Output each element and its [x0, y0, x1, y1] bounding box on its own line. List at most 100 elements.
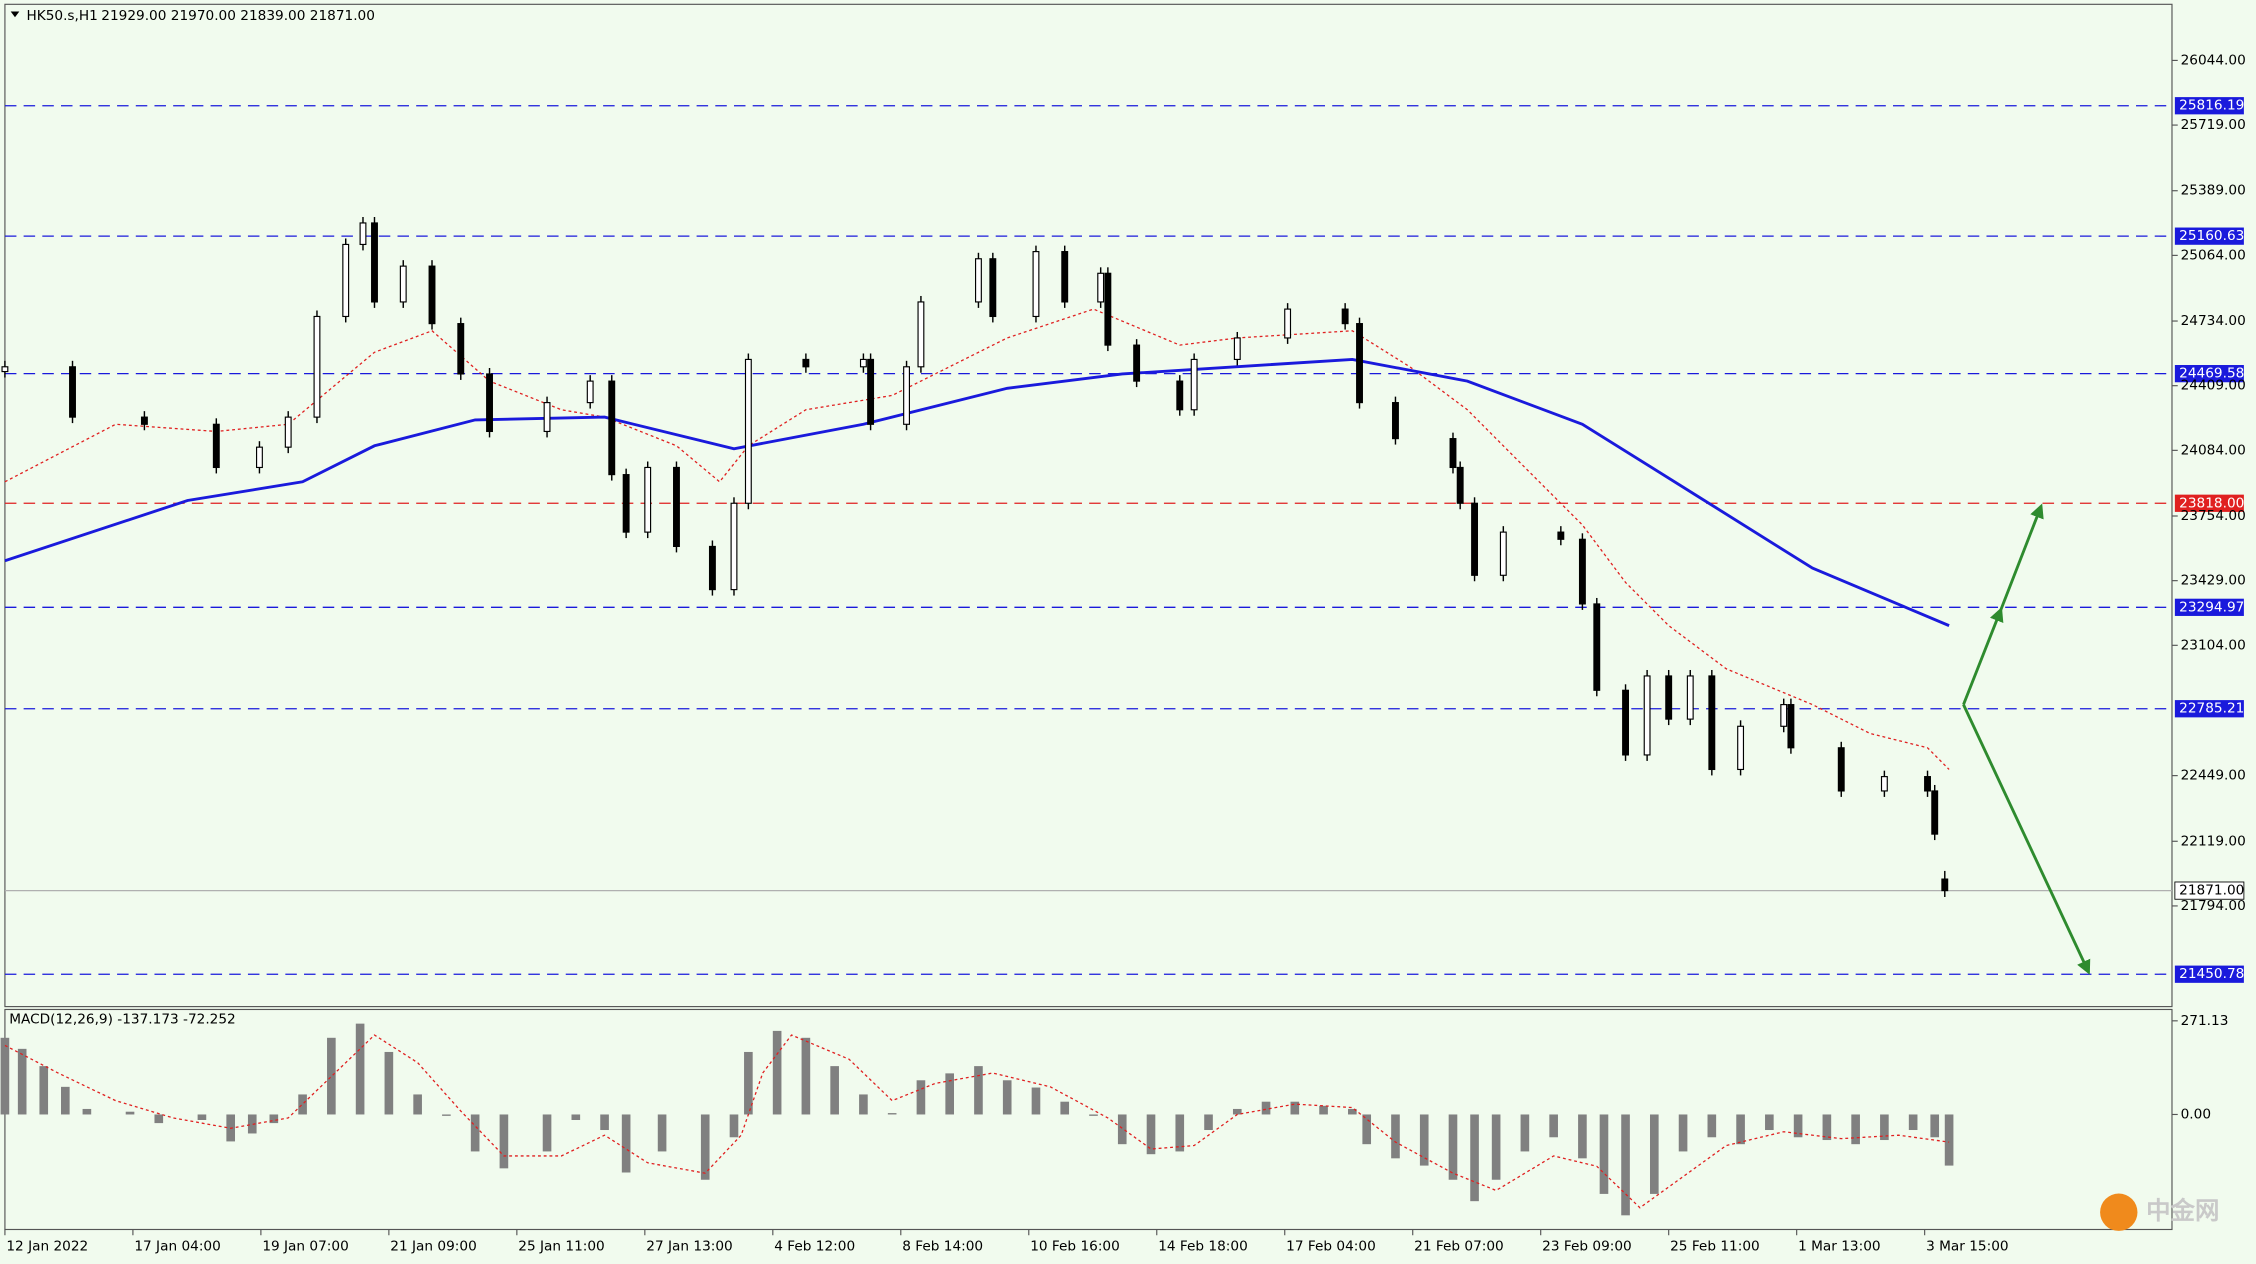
level-label: 25160.63: [2179, 228, 2244, 244]
candle-body: [69, 366, 76, 418]
candle-body: [1593, 603, 1601, 691]
macd-bar: [1089, 1114, 1098, 1116]
macd-bar: [1261, 1101, 1271, 1115]
candle-body: [255, 446, 263, 469]
macd-bar: [859, 1094, 868, 1115]
level-label: 21450.78: [2179, 966, 2244, 982]
x-tick-label: 1 Mar 13:00: [1798, 1239, 1881, 1255]
x-tick-label: 21 Jan 09:00: [390, 1239, 476, 1255]
watermark: 中金网: [2146, 1196, 2219, 1225]
macd-bar: [1908, 1114, 1918, 1131]
candle-body: [1284, 308, 1292, 339]
macd-bar: [1290, 1101, 1300, 1115]
macd-bar: [1549, 1114, 1558, 1138]
candle-body: [1341, 308, 1349, 325]
candle-body: [1643, 675, 1651, 756]
candle-body: [371, 222, 378, 303]
macd-panel: [4, 1008, 2173, 1231]
candle-body: [1924, 776, 1931, 792]
y-tick-label: 25389.00: [2181, 183, 2246, 199]
macd-bar: [1707, 1114, 1717, 1138]
macd-bar: [1419, 1114, 1429, 1166]
candle-body: [586, 380, 594, 404]
macd-bar: [657, 1114, 667, 1152]
y-tick-label: 25064.00: [2181, 247, 2246, 263]
macd-bar: [499, 1114, 509, 1169]
macd-bar: [355, 1023, 365, 1115]
macd-bar: [1880, 1114, 1889, 1141]
y-tick-label: 24409.00: [2181, 378, 2246, 394]
macd-bar: [1002, 1080, 1012, 1115]
candle-body: [1471, 502, 1479, 576]
macd-bar: [1578, 1114, 1587, 1159]
candle-body: [359, 222, 367, 246]
symbol: HK50.s,H1: [26, 8, 97, 24]
candle-body: [1931, 790, 1939, 835]
macd-bar: [1822, 1114, 1832, 1141]
macd-bar: [154, 1114, 164, 1124]
candle-body: [903, 366, 910, 425]
y-tick-label: 23754.00: [2181, 508, 2246, 524]
x-tick-label: 27 Jan 13:00: [646, 1239, 732, 1255]
level-label-box: [2174, 97, 2244, 115]
level-label-box: [2174, 700, 2244, 718]
candle-body: [428, 265, 436, 325]
macd-bar: [571, 1114, 581, 1120]
y-tick-label: 24734.00: [2181, 313, 2246, 329]
macd-bar: [1391, 1114, 1400, 1159]
macd-bar: [1117, 1114, 1127, 1145]
macd-bar: [1678, 1114, 1688, 1152]
last-price-box: [2174, 881, 2245, 900]
y-tick-label: 23104.00: [2181, 637, 2246, 653]
macd-bar: [974, 1066, 983, 1115]
macd-bar: [1765, 1114, 1774, 1131]
macd-bar: [1736, 1114, 1745, 1145]
candle-body: [212, 423, 220, 469]
candle-body: [744, 358, 752, 504]
candle-body: [1665, 675, 1673, 720]
macd-bar: [384, 1051, 394, 1115]
candle-body: [457, 323, 465, 375]
macd-bar: [801, 1037, 811, 1115]
macd-bar: [39, 1066, 49, 1115]
candle-body: [543, 402, 551, 433]
candle-body: [1557, 531, 1565, 540]
candle-body: [313, 315, 321, 418]
y-tick-label: 23429.00: [2181, 573, 2246, 589]
macd-bar: [744, 1051, 753, 1115]
arrow: [1962, 607, 2004, 706]
forecast-arrows: [1962, 503, 2091, 975]
macd-bar: [0, 1037, 10, 1115]
y-tick-label: 21794.00: [2181, 898, 2246, 914]
macd-bar: [125, 1111, 135, 1115]
candle-body: [1104, 272, 1112, 346]
macd-bar: [1348, 1108, 1357, 1115]
candle-body: [867, 358, 875, 425]
level-label: 23818.00: [2179, 495, 2244, 511]
x-tick-label: 25 Jan 11:00: [518, 1239, 604, 1255]
macd-bar: [269, 1114, 279, 1124]
macd-bar: [1930, 1114, 1940, 1138]
candle-body: [1190, 358, 1198, 411]
candle-body: [708, 545, 716, 591]
macd-bar: [1031, 1087, 1041, 1115]
candle-body: [1787, 704, 1795, 749]
macd-bar: [442, 1114, 451, 1116]
candle-body: [486, 373, 493, 433]
macd-bar: [1060, 1101, 1070, 1115]
macd-bar: [1175, 1114, 1185, 1152]
x-tick-label: 17 Feb 04:00: [1286, 1239, 1376, 1255]
macd-bar: [1944, 1114, 1954, 1166]
macd-bar: [729, 1114, 739, 1138]
y-tick-label: 24084.00: [2181, 442, 2246, 458]
x-tick-label: 25 Feb 11:00: [1670, 1239, 1760, 1255]
macd-bar: [61, 1086, 70, 1115]
candle-body: [730, 502, 738, 591]
x-tick-label: 10 Feb 16:00: [1030, 1239, 1120, 1255]
candle-body: [1392, 402, 1399, 440]
macd-bar: [1851, 1114, 1860, 1145]
x-tick-label: 8 Feb 14:00: [902, 1239, 983, 1255]
macd-bar: [700, 1114, 710, 1180]
macd-bar: [298, 1094, 307, 1115]
level-label: 25816.19: [2179, 98, 2244, 114]
